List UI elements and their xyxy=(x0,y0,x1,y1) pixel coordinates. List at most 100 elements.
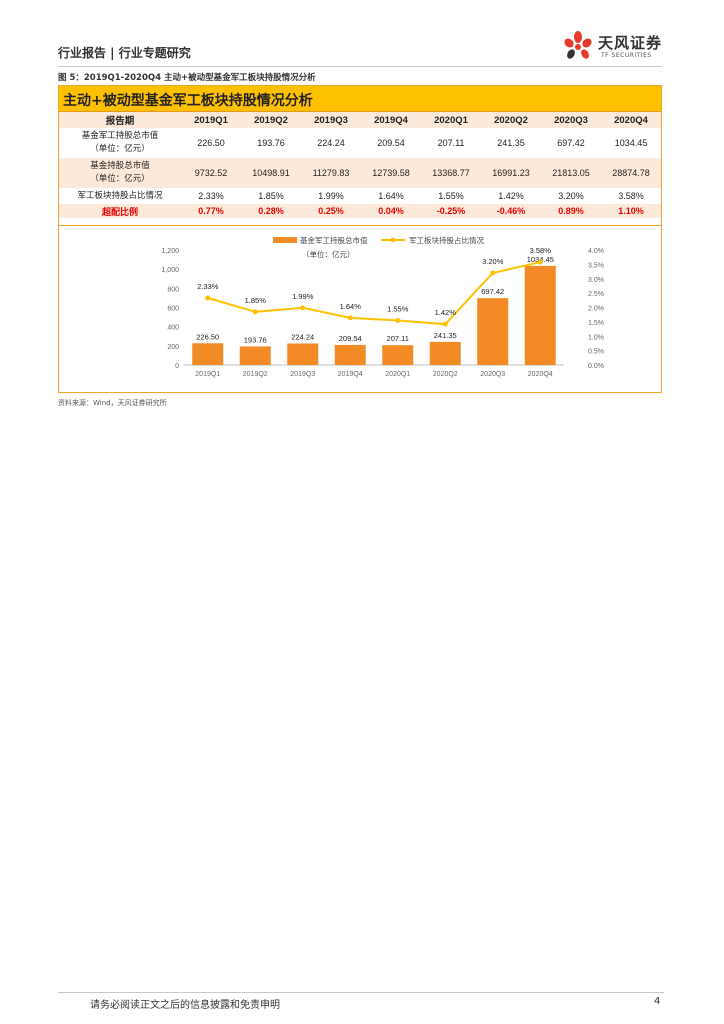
combo-chart: 0 200 400 600 800 1,000 1,200 0.0% 0.5% 1.0% 1.5% 2… xyxy=(161,235,604,378)
header-divider xyxy=(58,66,662,67)
table-cell: 1.55% xyxy=(421,188,481,204)
line-point xyxy=(395,317,401,323)
period-header: 2019Q1 xyxy=(181,112,241,128)
period-header: 2019Q3 xyxy=(301,112,361,128)
bar xyxy=(524,265,556,365)
figure-caption: 图 5：2019Q1-2020Q4 主动+被动型基金军工板块持股情况分析 xyxy=(58,73,316,83)
table-cell: 16991.23 xyxy=(481,158,541,188)
footer-divider xyxy=(58,992,664,993)
source-note: 资料来源：Wind，天风证券研究所 xyxy=(58,399,167,407)
table-cell: 21813.05 xyxy=(541,158,601,188)
line-point xyxy=(442,321,448,327)
table-cell: 0.28% xyxy=(241,204,301,218)
y2-tick-label: 2.5% xyxy=(588,291,604,298)
table-cell: 1.42% xyxy=(481,188,541,204)
row-label: 基金持股总市值 （单位：亿元） xyxy=(59,158,181,188)
header-label: 报告期 xyxy=(59,112,181,128)
logo-chinese-text: 天风证券 xyxy=(598,34,663,52)
bar-data-label: 193.76 xyxy=(244,335,267,344)
y2-tick-label: 2.0% xyxy=(588,306,604,313)
table-row: 基金持股总市值 （单位：亿元） 9732.52 10498.91 11279.83… xyxy=(59,158,661,188)
figure-box: 主动+被动型基金军工板块持股情况分析 报告期 2019Q1 2019Q2 201… xyxy=(58,85,662,393)
period-header: 2020Q3 xyxy=(541,112,601,128)
period-header: 2020Q1 xyxy=(421,112,481,128)
row-label: 超配比例 xyxy=(59,204,181,218)
bar xyxy=(287,343,319,365)
bar-data-label: 224.24 xyxy=(291,333,314,342)
bar-data-label: 1034.45 xyxy=(527,255,554,264)
line-data-label: 2.33% xyxy=(197,282,219,291)
table-cell: 1.64% xyxy=(361,188,421,204)
holdings-table: 报告期 2019Q1 2019Q2 2019Q3 2019Q4 2020Q1 2… xyxy=(59,112,661,218)
x-tick-label: 2019Q1 xyxy=(195,371,220,378)
line-point xyxy=(205,295,211,301)
bar xyxy=(192,343,224,365)
table-cell: 0.25% xyxy=(301,204,361,218)
table-cell: -0.25% xyxy=(421,204,481,218)
table-header-row: 报告期 2019Q1 2019Q2 2019Q3 2019Q4 2020Q1 2… xyxy=(59,112,661,128)
chart-unit-note: （单位：亿元） xyxy=(302,249,355,259)
bar-data-label: 209.54 xyxy=(339,334,362,343)
line-data-label: 1.42% xyxy=(435,308,457,317)
x-tick-label: 2019Q2 xyxy=(243,371,268,378)
tf-securities-logo: 天风证券 TF SECURITIES xyxy=(558,28,668,68)
bar-data-label: 241.35 xyxy=(434,331,457,340)
table-cell: 3.58% xyxy=(601,188,661,204)
x-tick-label: 2020Q4 xyxy=(528,371,553,378)
table-title-bar: 主动+被动型基金军工板块持股情况分析 xyxy=(59,86,661,112)
line-point xyxy=(252,309,258,315)
table-cell: 1.10% xyxy=(601,204,661,218)
table-cell: 0.77% xyxy=(181,204,241,218)
line-data-label: 1.85% xyxy=(245,296,267,305)
logo-english-text: TF SECURITIES xyxy=(601,52,652,59)
row-label: 基金军工持股总市值 （单位：亿元） xyxy=(59,128,181,158)
bar xyxy=(239,346,271,365)
line-data-label: 3.20% xyxy=(482,257,504,266)
line-data-label: 1.99% xyxy=(292,292,314,301)
table-cell: 207.11 xyxy=(421,128,481,158)
petal-logo-icon xyxy=(564,31,592,59)
bar xyxy=(334,344,366,365)
y-tick-label: 0 xyxy=(175,363,179,370)
x-tick-label: 2019Q3 xyxy=(290,371,315,378)
table-cell: 11279.83 xyxy=(301,158,361,188)
y-tick-label: 1,200 xyxy=(161,248,179,255)
page-number: 4 xyxy=(654,996,661,1007)
line-point xyxy=(300,305,306,311)
line-data-label: 1.64% xyxy=(340,302,362,311)
table-cell: 0.04% xyxy=(361,204,421,218)
table-cell: 697.42 xyxy=(541,128,601,158)
table-cell: 209.54 xyxy=(361,128,421,158)
y-tick-label: 1,000 xyxy=(161,267,179,274)
y-tick-label: 600 xyxy=(167,306,179,313)
x-tick-label: 2019Q4 xyxy=(338,371,363,378)
legend-line-marker xyxy=(390,237,396,243)
table-cell: 1.99% xyxy=(301,188,361,204)
x-tick-label: 2020Q3 xyxy=(480,371,505,378)
table-cell: 224.24 xyxy=(301,128,361,158)
legend-line-label: 军工板块持股占比情况 xyxy=(409,235,484,245)
table-cell: 28874.78 xyxy=(601,158,661,188)
y2-tick-label: 1.5% xyxy=(588,320,604,327)
table-title: 主动+被动型基金军工板块持股情况分析 xyxy=(63,93,313,109)
table-cell: -0.46% xyxy=(481,204,541,218)
y2-tick-label: 0.0% xyxy=(588,363,604,370)
table-row-overweight: 超配比例 0.77% 0.28% 0.25% 0.04% -0.25% -0.4… xyxy=(59,204,661,218)
page-header: 行业报告 | 行业专题研究 天风证券 TF SECURITIES xyxy=(58,31,664,64)
period-header: 2020Q2 xyxy=(481,112,541,128)
table-cell: 0.89% xyxy=(541,204,601,218)
table-cell: 226.50 xyxy=(181,128,241,158)
line-data-label: 1.55% xyxy=(387,304,409,313)
bar xyxy=(477,298,509,365)
report-type: 行业报告 | 行业专题研究 xyxy=(58,46,191,60)
y2-tick-label: 3.0% xyxy=(588,277,604,284)
x-tick-label: 2020Q1 xyxy=(385,371,410,378)
period-header: 2019Q4 xyxy=(361,112,421,128)
table-cell: 1034.45 xyxy=(601,128,661,158)
share-line xyxy=(207,261,541,326)
table-cell: 3.20% xyxy=(541,188,601,204)
bar xyxy=(429,341,461,365)
x-tick-label: 2020Q2 xyxy=(433,371,458,378)
table-row: 基金军工持股总市值 （单位：亿元） 226.50 193.76 224.24 20… xyxy=(59,128,661,158)
legend-bar-label: 基金军工持股总市值 xyxy=(300,235,368,245)
